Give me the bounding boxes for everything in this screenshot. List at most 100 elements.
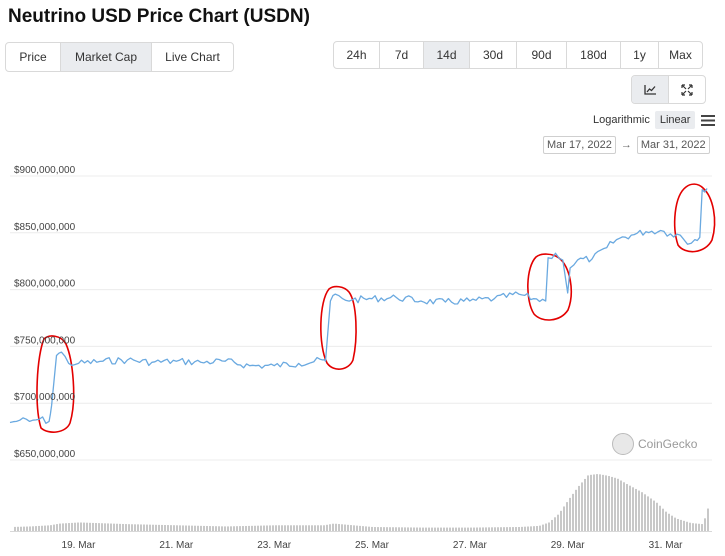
scale-logarithmic[interactable]: Logarithmic [593,114,650,126]
volume-bar [176,525,178,531]
volume-bar [707,508,709,531]
volume-bar [440,527,442,531]
volume-bar [47,525,49,531]
volume-bar [185,525,187,531]
volume-bar [470,527,472,531]
volume-bar [392,527,394,531]
y-tick-label: $850,000,000 [14,222,76,233]
volume-bar [233,526,235,531]
tab-market-cap[interactable]: Market Cap [61,43,152,71]
tab-live-chart[interactable]: Live Chart [165,50,220,64]
watermark-text: CoinGecko [638,437,698,451]
coingecko-watermark: CoinGecko [612,433,697,455]
volume-bar [323,525,325,531]
market-cap-line [9,188,708,424]
volume-bar [377,527,379,531]
volume-bar [161,524,163,531]
volume-bar [107,523,109,531]
scale-toggle: Logarithmic Linear [588,111,716,129]
volume-bar [284,525,286,531]
volume-bar [428,527,430,531]
volume-bar [119,523,121,531]
volume-bar [23,526,25,531]
volume-bar [128,524,130,531]
volume-bar [500,527,502,531]
volume-bar [686,521,688,531]
volume-bar [590,474,592,531]
volume-bar [221,526,223,531]
volume-bar [59,523,61,531]
volume-bar [575,489,577,531]
range-1y[interactable]: 1y [621,42,659,68]
menu-button[interactable] [701,114,716,126]
volume-bar [404,527,406,531]
volume-bar [407,527,409,531]
volume-bar [239,526,241,531]
annotation-circle-1 [36,335,75,433]
volume-bar [359,525,361,531]
volume-bar [83,522,85,531]
tab-price[interactable]: Price [6,43,61,71]
volume-bar [677,518,679,531]
volume-bar [539,525,541,531]
volume-bar [671,515,673,531]
volume-bar [704,518,706,531]
volume-bar [425,527,427,531]
volume-bar [338,524,340,531]
volume-bar [413,527,415,531]
range-max[interactable]: Max [669,48,692,62]
volume-bar [347,524,349,531]
volume-bar [461,527,463,531]
volume-bar [242,526,244,531]
volume-bar [206,525,208,531]
line-chart-icon [643,85,656,95]
scale-linear[interactable]: Linear [654,111,696,129]
volume-bar [569,497,571,531]
volume-bar [329,524,331,531]
volume-bar [419,527,421,531]
volume-bar [521,526,523,531]
volume-bar [194,525,196,531]
range-7d[interactable]: 7d [380,42,424,68]
volume-bar [566,502,568,531]
volume-bar [215,526,217,531]
volume-bar [89,522,91,531]
volume-bar [227,526,229,531]
volume-bar [599,474,601,531]
range-30d[interactable]: 30d [470,42,517,68]
volume-bar [488,527,490,531]
volume-bar [617,478,619,531]
volume-bar [698,523,700,531]
x-tick-label: 25. Mar [355,540,390,551]
line-chart-button[interactable] [632,76,669,103]
volume-bar [680,519,682,531]
volume-bar [251,525,253,531]
volume-bar [668,513,670,531]
volume-bar [563,506,565,531]
volume-bar [152,524,154,531]
volume-bar [482,527,484,531]
range-90d[interactable]: 90d [517,42,567,68]
volume-bar [197,525,199,531]
volume-bar [191,525,193,531]
volume-bar [80,522,82,531]
volume-bar [545,523,547,531]
volume-bar [230,526,232,531]
volume-bar [218,526,220,531]
volume-bar [332,523,334,531]
volume-bar [587,475,589,531]
date-from-input[interactable]: Mar 17, 2022 [543,136,616,154]
volume-bar [464,527,466,531]
volume-bar [311,525,313,531]
expand-icon [681,83,693,96]
range-180d[interactable]: 180d [567,42,621,68]
volume-bar [476,527,478,531]
range-24h[interactable]: 24h [334,42,380,68]
range-14d[interactable]: 14d [424,42,470,68]
expand-button[interactable] [669,76,705,103]
volume-bar [644,494,646,531]
volume-bar [356,525,358,531]
volume-bar [56,524,58,531]
volume-bar [101,523,103,531]
date-to-input[interactable]: Mar 31, 2022 [636,136,710,154]
